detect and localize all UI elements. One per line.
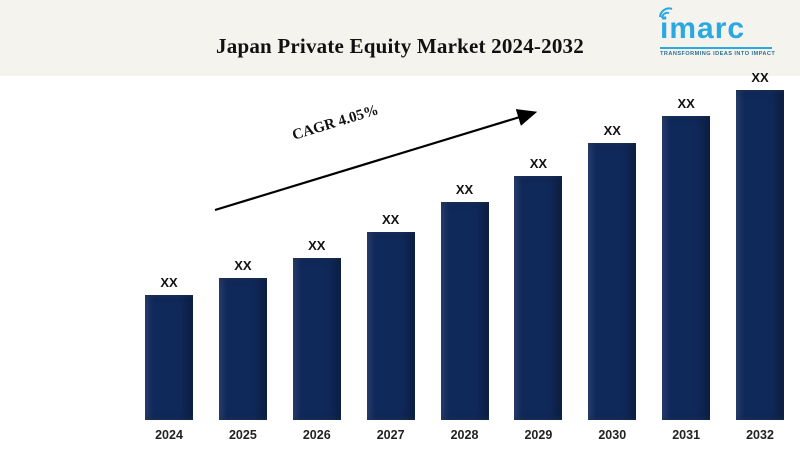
bar-rect	[218, 278, 267, 420]
bar-rect	[588, 143, 637, 420]
bar-group: XX 2031	[662, 96, 711, 444]
bar-value-label: XX	[234, 258, 252, 273]
bar-value-label: XX	[308, 238, 326, 253]
bar-value-label: XX	[677, 96, 695, 111]
x-axis-label: 2024	[155, 428, 183, 442]
x-axis-label: 2026	[302, 428, 331, 442]
bar-value-label: XX	[751, 70, 769, 85]
bar-value-label: XX	[160, 275, 178, 290]
logo-text: imarc	[660, 12, 746, 45]
bar-group: XX 2026	[292, 238, 341, 444]
imarc-logo: imarc TRANSFORMING IDEAS INTO IMPACT	[658, 7, 776, 57]
bar-rect	[736, 90, 784, 420]
bar-group: XX 2027	[366, 212, 415, 444]
bar-group: XX 2032	[736, 70, 784, 444]
bar-group: XX 2025	[218, 258, 267, 444]
x-axis-label: 2025	[228, 428, 257, 442]
bar-rect	[662, 116, 711, 420]
imarc-wordmark: imarc	[658, 7, 776, 45]
x-axis-label: 2030	[598, 428, 627, 442]
bar-group: XX 2024	[145, 275, 193, 444]
signal-arcs-icon	[659, 7, 673, 19]
bar-value-label: XX	[603, 123, 621, 138]
bar-chart: XX 2024 XX 2025 XX 2026 XX 2027 XX 2028 …	[145, 54, 784, 444]
bar-rect	[514, 176, 563, 420]
bar-rect	[292, 258, 341, 420]
bar-group: XX 2030	[588, 123, 637, 444]
x-axis-label: 2029	[524, 428, 553, 442]
bar-rect	[366, 232, 415, 420]
bar-value-label: XX	[529, 156, 548, 171]
bar-rect	[145, 295, 193, 420]
x-axis-label: 2031	[672, 428, 701, 442]
bar-group: XX 2029	[514, 156, 563, 444]
x-axis-label: 2028	[450, 428, 479, 442]
logo-tagline: TRANSFORMING IDEAS INTO IMPACT	[660, 51, 776, 57]
chart-title: Japan Private Equity Market 2024-2032	[216, 34, 584, 58]
bar-group: XX 2028	[440, 182, 489, 444]
x-axis-label: 2032	[746, 428, 774, 442]
bar-rect	[440, 202, 489, 420]
bar-value-label: XX	[381, 212, 400, 227]
x-axis-label: 2027	[376, 428, 405, 442]
logo-divider	[660, 47, 772, 49]
bar-value-label: XX	[455, 182, 474, 197]
